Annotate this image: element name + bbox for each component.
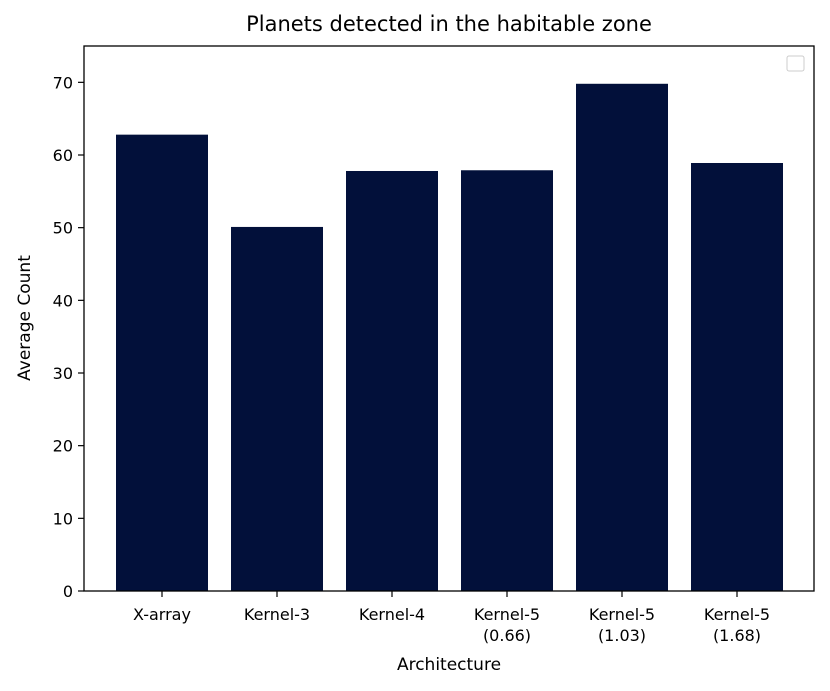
y-tick-label: 70 bbox=[53, 73, 73, 92]
y-tick-label: 40 bbox=[53, 291, 73, 310]
x-axis: X-array Kernel-3 Kernel-4 Kernel-5 (0.66) Ker… bbox=[133, 591, 770, 645]
bar bbox=[576, 83, 668, 591]
y-tick-label: 0 bbox=[63, 582, 73, 601]
bar bbox=[231, 226, 323, 591]
y-tick-label: 10 bbox=[53, 509, 73, 528]
x-axis-label: Architecture bbox=[397, 655, 501, 675]
bar bbox=[116, 134, 208, 592]
x-tick-label: Kernel-4 bbox=[359, 605, 425, 624]
x-tick-label: Kernel-5 bbox=[589, 605, 655, 624]
x-tick-label: (0.66) bbox=[483, 626, 531, 645]
bar bbox=[461, 170, 553, 591]
x-tick-label: (1.68) bbox=[713, 626, 761, 645]
x-tick-label: Kernel-5 bbox=[704, 605, 770, 624]
x-tick-label: Kernel-3 bbox=[244, 605, 310, 624]
y-tick-label: 20 bbox=[53, 437, 73, 456]
x-tick-label: X-array bbox=[133, 605, 191, 624]
bars-group bbox=[116, 83, 783, 592]
plot-frame bbox=[83, 45, 815, 592]
bar bbox=[691, 162, 783, 591]
bar bbox=[346, 170, 438, 591]
legend-box bbox=[786, 55, 805, 72]
y-tick-label: 60 bbox=[53, 146, 73, 165]
x-tick-label: (1.03) bbox=[598, 626, 646, 645]
y-axis-label: Average Count bbox=[15, 255, 35, 381]
y-tick-label: 50 bbox=[53, 219, 73, 238]
x-tick-label: Kernel-5 bbox=[474, 605, 540, 624]
y-tick-label: 30 bbox=[53, 364, 73, 383]
y-axis: 0 10 20 30 40 50 60 70 bbox=[53, 73, 84, 601]
chart-title: Planets detected in the habitable zone bbox=[246, 12, 652, 36]
